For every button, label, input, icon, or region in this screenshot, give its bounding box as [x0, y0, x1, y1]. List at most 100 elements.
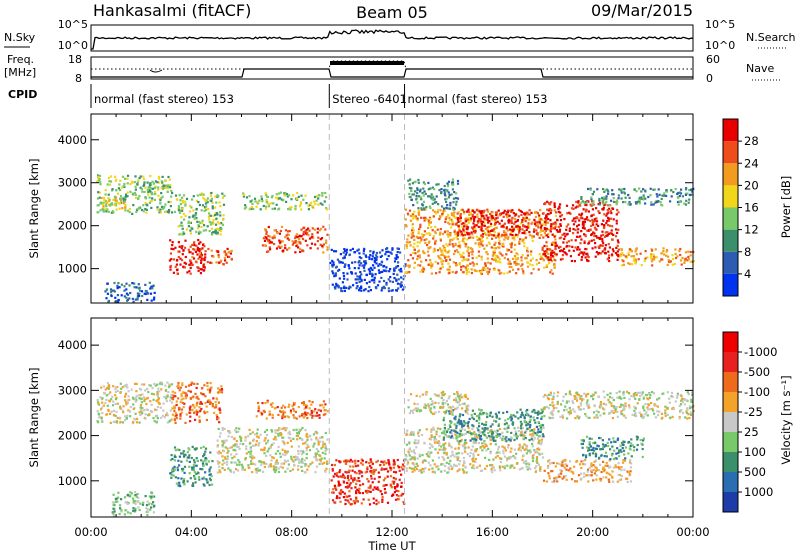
colorbar-tick-label: 16 — [744, 201, 759, 215]
nave-tick-top: 60 — [706, 53, 720, 66]
colorbar-tick-label: 100 — [744, 445, 766, 459]
colorbar-swatch-0 — [723, 492, 738, 512]
scatter-region-6 — [242, 191, 329, 211]
cpid-mode-label: normal (fast stereo) 153 — [408, 92, 548, 106]
scatter-region-4 — [255, 399, 329, 420]
colorbar-tick-label: -500 — [744, 365, 770, 379]
velocity-panel: 1000 2000 3000 4000 Slant Range [km] — [27, 317, 695, 518]
scatter-region-8 — [407, 390, 470, 415]
y-tick-label: 2000 — [58, 219, 87, 233]
y-axis-label: Slant Range [km] — [27, 159, 41, 259]
cpid-mode-label: normal (fast stereo) 153 — [94, 92, 234, 106]
freq-panel-frame — [90, 56, 694, 80]
colorbar-swatch-7 — [723, 119, 738, 142]
colorbar-swatch-2 — [723, 229, 738, 252]
x-tick-label: 20:00 — [576, 525, 609, 539]
scatter-region-3 — [216, 426, 329, 474]
colorbar-tick-label: 20 — [744, 178, 759, 192]
y-tick-label: 3000 — [58, 176, 87, 190]
nave-series-line — [91, 68, 693, 78]
freq-label-line2: [MHz] — [4, 66, 36, 79]
y-tick-label: 4000 — [58, 133, 87, 147]
scatter-region-1 — [169, 445, 214, 488]
scatter-region-5 — [330, 458, 406, 506]
colorbar-swatch-4 — [723, 412, 738, 432]
nsky-series-line — [91, 29, 694, 50]
scatter-region-9 — [542, 458, 633, 483]
cpid-segments: normal (fast stereo) 153 Stereo -6401 norm… — [90, 84, 548, 108]
station-title: Hankasalmi (fitACF) — [93, 1, 251, 20]
x-tick-label: 12:00 — [375, 525, 408, 539]
cpid-label: CPID — [8, 88, 37, 101]
colorbar-tick-label: 8 — [744, 245, 751, 259]
nsearch-tick-top: 10^5 — [705, 18, 735, 31]
colorbar-swatch-1 — [723, 251, 738, 274]
colorbar-swatch-6 — [723, 141, 738, 164]
x-axis-label: Time UT — [367, 539, 416, 553]
scatter-region-1 — [100, 195, 127, 211]
colorbar-label: Velocity [m s⁻¹] — [779, 375, 793, 464]
cpid-mode-label: Stereo -6401 — [332, 92, 407, 106]
colorbar-swatch-7 — [723, 352, 738, 372]
colorbar-swatch-3 — [723, 207, 738, 230]
colorbar-swatch-4 — [723, 185, 738, 208]
colorbar-swatch-3 — [723, 432, 738, 452]
nsearch-tick-bottom: 10^0 — [705, 39, 735, 52]
scatter-region-10 — [407, 178, 460, 211]
colorbar-swatch-5 — [723, 392, 738, 412]
scatter-region-12 — [111, 490, 156, 517]
scatter-region-2 — [168, 239, 206, 275]
scatter-region-7 — [329, 247, 407, 293]
y-axis-label: Slant Range [km] — [27, 368, 41, 468]
colorbar-frame — [722, 331, 739, 513]
nsky-tick-bottom: 10^0 — [58, 39, 88, 52]
scatter-region-6 — [404, 426, 545, 474]
scatter-region-4 — [173, 191, 226, 236]
freq-dip-mark — [149, 69, 163, 73]
beam-title: Beam 05 — [356, 3, 428, 22]
colorbar-tick-label: 24 — [744, 156, 759, 170]
y-tick-label: 2000 — [58, 429, 87, 443]
freq-label-line1: Freq. — [7, 53, 34, 66]
colorbar-tick-label: -25 — [744, 405, 763, 419]
y-tick-label: 3000 — [58, 383, 87, 397]
y-tick-label: 1000 — [58, 262, 87, 276]
velocity-colorbar: 1000 500 100 25 -25 -100 -500 -1000 Velocity [m … — [722, 331, 793, 513]
colorbar-tick-label: -1000 — [744, 345, 777, 359]
x-tick-label: 00:00 — [676, 525, 709, 539]
nsky-tick-top: 10^5 — [58, 18, 88, 31]
x-tick-label: 00:00 — [74, 525, 107, 539]
colorbar-tick-label: 500 — [744, 465, 766, 479]
x-tick-label: 08:00 — [275, 525, 308, 539]
colorbar-swatch-2 — [723, 452, 738, 472]
colorbar-swatch-5 — [723, 163, 738, 186]
scatter-region-10 — [580, 435, 645, 461]
nsky-label: N.Sky — [4, 31, 36, 44]
y-tick-label: 1000 — [58, 474, 87, 488]
x-tick-label: 16:00 — [476, 525, 509, 539]
date-title: 09/Mar/2015 — [591, 1, 693, 20]
scatter-region-2 — [171, 381, 224, 424]
freq-tick-top: 18 — [68, 53, 82, 66]
power-panel: 1000 2000 3000 4000 Slant Range [km] — [27, 113, 696, 304]
scatter-region-11 — [542, 390, 695, 420]
power-colorbar: 4 8 12 16 20 24 28 Power [dB] — [722, 118, 793, 297]
colorbar-tick-label: 1000 — [744, 485, 773, 499]
colorbar-label: Power [dB] — [779, 176, 793, 239]
colorbar-swatch-0 — [723, 273, 738, 296]
scatter-region-7 — [442, 408, 545, 443]
y-tick-label: 4000 — [58, 338, 87, 352]
scatter-region-0 — [96, 381, 174, 425]
scatter-region-3 — [191, 247, 233, 267]
colorbar-tick-label: 12 — [744, 223, 759, 237]
x-tick-label: 04:00 — [175, 525, 208, 539]
time-axis: 00:00 04:00 08:00 12:00 16:00 20:00 00:00 — [74, 525, 709, 539]
scatter-region-13 — [580, 187, 695, 207]
colorbar-tick-label: 25 — [744, 425, 759, 439]
scatter-region-9 — [455, 208, 545, 237]
freq-tick-bottom: 8 — [75, 72, 82, 85]
colorbar-swatch-1 — [723, 472, 738, 492]
colorbar-tick-label: 4 — [744, 267, 751, 281]
scatter-region-5 — [261, 225, 329, 254]
